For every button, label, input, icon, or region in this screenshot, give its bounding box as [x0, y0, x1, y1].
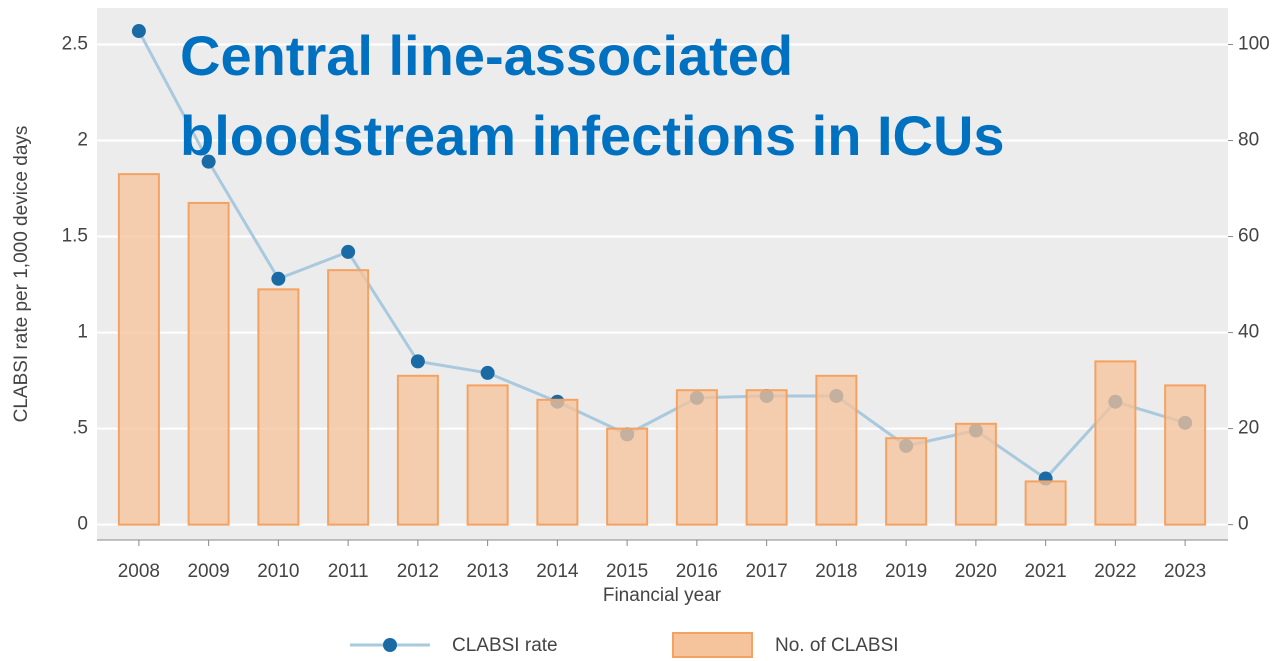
y-tick-label: 1.5	[62, 226, 88, 247]
bar	[396, 374, 439, 526]
chart-title: Central line-associated	[180, 24, 793, 87]
chart-title: bloodstream infections in ICUs	[180, 104, 1005, 167]
y2-tick-label: 100	[1238, 34, 1270, 55]
bar	[257, 288, 300, 526]
x-tick-label: 2008	[118, 561, 160, 582]
bar	[606, 427, 649, 526]
x-tick-label: 2014	[536, 561, 579, 582]
legend: No. of CLABSI CLABSI rate	[350, 632, 899, 658]
bar	[327, 269, 370, 526]
legend-label: No. of CLABSI	[775, 635, 899, 656]
bar	[187, 201, 230, 526]
y2-tick-label: 0	[1238, 514, 1249, 535]
y2-tick-label: 60	[1238, 226, 1259, 247]
y2-tick-label: 20	[1238, 418, 1259, 439]
rate-point	[480, 365, 495, 380]
bar	[1024, 480, 1067, 526]
rate-line	[137, 30, 1186, 481]
x-axis-label: Financial year	[603, 585, 722, 606]
x-tick-label: 2015	[606, 561, 648, 582]
x-tick-label: 2019	[885, 561, 927, 582]
bar	[815, 374, 858, 526]
x-tick-label: 2016	[676, 561, 718, 582]
x-tick-label: 2018	[815, 561, 857, 582]
x-tick-label: 2010	[257, 561, 299, 582]
y-axis-label: CLABSI rate per 1,000 device days	[11, 126, 32, 423]
bar	[745, 389, 788, 526]
rate-point	[410, 354, 425, 369]
x-tick-label: 2021	[1024, 561, 1066, 582]
y-tick-label: 2	[77, 130, 88, 151]
rate-point	[271, 271, 286, 286]
legend-marker	[383, 638, 397, 652]
x-tick-label: 2023	[1164, 561, 1206, 582]
y2-tick-label: 40	[1238, 322, 1259, 343]
x-tick-label: 2012	[397, 561, 439, 582]
y-tick-label: 2.5	[62, 34, 88, 55]
bar	[1094, 360, 1137, 526]
rate-point	[341, 244, 356, 259]
y2-tick-label: 80	[1238, 130, 1259, 151]
x-tick-label: 2011	[328, 561, 369, 582]
x-tick-label: 2009	[187, 561, 229, 582]
y-tick-label: .5	[72, 418, 88, 439]
x-tick-label: 2013	[466, 561, 508, 582]
rate-point	[201, 154, 216, 169]
y-tick-label: 0	[77, 514, 88, 535]
bar	[117, 173, 160, 526]
bar	[536, 398, 579, 526]
rate-point	[131, 24, 146, 39]
bar	[466, 384, 509, 526]
x-tick-label: 2022	[1094, 561, 1136, 582]
x-tick-label: 2017	[745, 561, 787, 582]
marks	[117, 24, 1207, 526]
bar	[1164, 384, 1207, 526]
bar	[885, 437, 928, 526]
legend-swatch	[672, 632, 753, 658]
y-tick-label: 1	[77, 322, 88, 343]
bar	[675, 389, 718, 526]
x-tick-label: 2020	[955, 561, 997, 582]
legend-label: CLABSI rate	[452, 635, 558, 656]
bar	[954, 422, 997, 526]
